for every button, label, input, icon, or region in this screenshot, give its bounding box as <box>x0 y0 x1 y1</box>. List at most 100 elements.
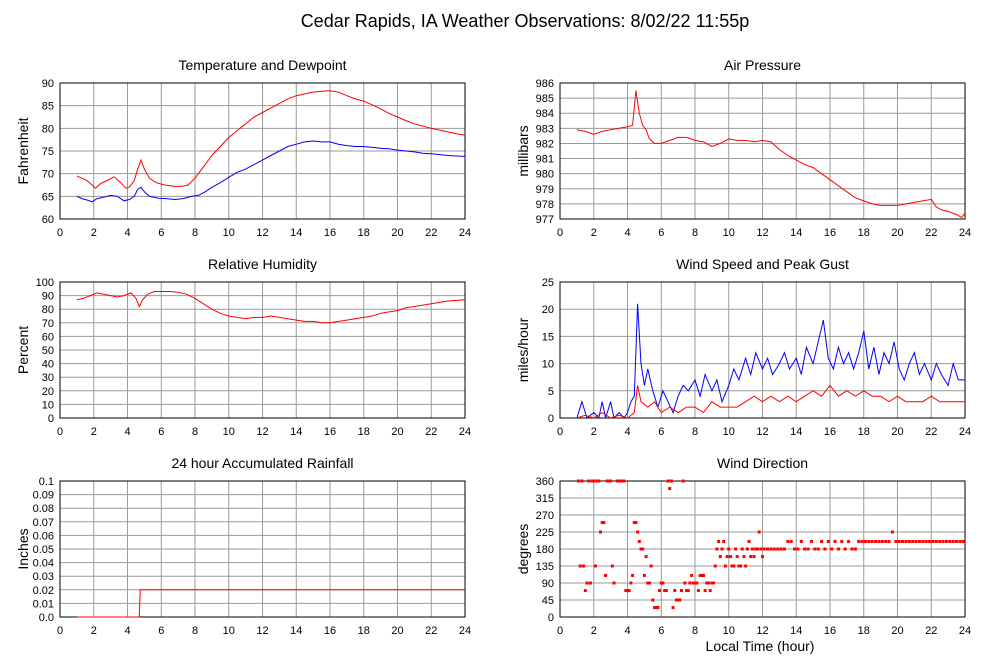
direction-point <box>749 555 753 559</box>
direction-point <box>874 539 878 543</box>
humidity-x-tick-label: 14 <box>290 426 302 438</box>
rain-y-tick-label: 0.06 <box>33 530 54 542</box>
humidity-x-tick-label: 12 <box>256 426 268 438</box>
direction-point <box>806 547 810 551</box>
direction-point <box>730 564 734 568</box>
rain-y-tick-label: 0.05 <box>33 544 54 556</box>
direction-point <box>707 581 710 585</box>
humidity-y-tick-label: 70 <box>42 318 54 330</box>
pressure-x-tick-label: 24 <box>959 227 971 239</box>
direction-point <box>826 539 830 543</box>
rain-x-tick-label: 8 <box>192 625 198 637</box>
direction-point <box>745 547 749 551</box>
temp-series-line-1 <box>76 140 466 203</box>
page-title: Cedar Rapids, IA Weather Observations: 8… <box>301 11 750 31</box>
direction-point <box>961 539 965 543</box>
direction-point <box>632 521 636 525</box>
temp-x-tick-label: 18 <box>358 227 370 239</box>
direction-point <box>853 547 857 551</box>
wind-x-tick-label: 24 <box>959 426 971 438</box>
direction-point <box>786 539 790 543</box>
temp-x-tick-label: 24 <box>459 227 471 239</box>
direction-point <box>696 589 700 593</box>
direction-point <box>897 539 901 543</box>
direction-point <box>934 539 938 543</box>
direction-point <box>685 589 689 593</box>
humidity-y-tick-label: 80 <box>42 304 54 316</box>
direction-point <box>626 589 629 593</box>
direction-point <box>695 581 699 585</box>
temp-x-tick-label: 12 <box>256 227 268 239</box>
direction-y-tick-label: 360 <box>536 476 554 488</box>
direction-point <box>830 547 834 551</box>
direction-point <box>666 479 670 483</box>
rain-chart-title: 24 hour Accumulated Rainfall <box>171 455 353 471</box>
direction-point <box>712 581 716 585</box>
pressure-x-tick-label: 16 <box>824 227 836 239</box>
direction-point <box>739 564 743 568</box>
wind-x-tick-label: 18 <box>858 426 870 438</box>
direction-point <box>850 547 854 551</box>
direction-point <box>782 547 786 551</box>
pressure-gridlines <box>560 83 965 219</box>
direction-point <box>609 479 613 483</box>
direction-point <box>747 539 751 543</box>
direction-point <box>604 573 608 577</box>
direction-point <box>610 564 614 568</box>
humidity-x-tick-label: 4 <box>124 426 130 438</box>
direction-point <box>843 547 847 551</box>
wind-series-line-1 <box>576 384 965 419</box>
direction-point <box>624 589 628 593</box>
temp-y-axis-label: Fahrenheit <box>15 117 31 184</box>
direction-point <box>710 581 714 585</box>
direction-point <box>766 547 770 551</box>
humidity-gridlines <box>60 282 465 418</box>
direction-point <box>816 547 820 551</box>
direction-point <box>602 521 606 525</box>
direction-point <box>793 547 797 551</box>
direction-point <box>911 539 915 543</box>
direction-point <box>671 606 675 610</box>
pressure-y-axis-label: millibars <box>515 125 531 176</box>
direction-point <box>759 547 763 551</box>
direction-point <box>668 487 672 491</box>
direction-x-tick-label: 10 <box>723 625 735 637</box>
wind-x-tick-label: 4 <box>624 426 630 438</box>
pressure-x-tick-label: 14 <box>790 227 802 239</box>
direction-point <box>803 547 807 551</box>
wind-gridlines <box>560 282 965 418</box>
direction-point <box>659 581 663 585</box>
direction-point <box>722 539 726 543</box>
direction-point <box>735 555 739 559</box>
direction-point <box>605 479 609 483</box>
temp-x-tick-label: 2 <box>91 227 97 239</box>
wind-y-tick-label: 10 <box>542 359 554 371</box>
wind-x-tick-label: 20 <box>891 426 903 438</box>
direction-point <box>600 521 604 525</box>
rain-x-tick-label: 18 <box>358 625 370 637</box>
wind-y-tick-label: 25 <box>542 277 554 289</box>
wind-y-tick-label: 5 <box>548 386 554 398</box>
temp-x-tick-label: 10 <box>223 227 235 239</box>
direction-point <box>863 539 867 543</box>
direction-point <box>857 539 861 543</box>
direction-point <box>757 530 761 534</box>
rain-x-tick-label: 14 <box>290 625 302 637</box>
rain-y-tick-label: 0.1 <box>39 476 54 488</box>
direction-point <box>789 539 793 543</box>
direction-point <box>894 539 898 543</box>
direction-point <box>720 547 724 551</box>
direction-point <box>637 539 641 543</box>
direction-point <box>701 573 705 577</box>
direction-point <box>921 539 925 543</box>
rain-y-tick-label: 0.08 <box>33 503 54 515</box>
rain-x-tick-label: 20 <box>391 625 403 637</box>
direction-point <box>587 479 591 483</box>
x-axis-label: Local Time (hour) <box>706 638 815 654</box>
pressure-x-tick-label: 10 <box>723 227 735 239</box>
direction-point <box>639 547 643 551</box>
